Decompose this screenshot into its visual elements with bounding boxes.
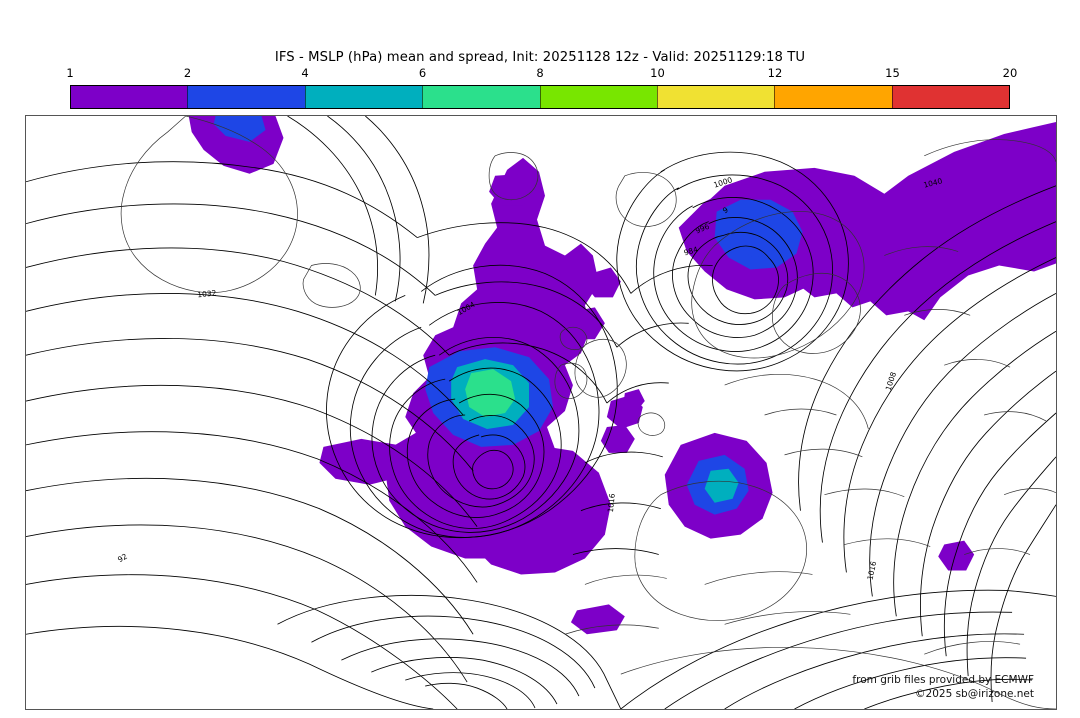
colorbar-segment-8-10 (539, 86, 657, 108)
colorbar-tick-1: 1 (66, 66, 74, 80)
spread-blob-sea-3 (584, 267, 621, 298)
colorbar-segment-12-15 (774, 86, 892, 108)
colorbar-tick-labels: 1 2 4 6 8 10 12 15 20 (66, 66, 1017, 82)
contour-label: 1016 (866, 560, 879, 581)
colorbar-gradient (70, 85, 1010, 109)
spread-region-greenland-tail (465, 444, 611, 575)
spread-core-iceland (213, 116, 266, 142)
map-svg: 1032 1016 1040 1000 992 996 984 1004 100… (26, 116, 1056, 709)
spread-core-norwegian-deep (728, 209, 785, 258)
colorbar-segment-6-8 (422, 86, 540, 108)
contour-label: 984 (683, 245, 699, 258)
colorbar-segment-10-12 (656, 86, 775, 108)
spread-blob-west-atlantic (319, 438, 412, 485)
coastline-layer (120, 116, 1056, 709)
colorbar-segment-1-2 (71, 86, 188, 108)
spread-blob-south-3 (622, 389, 645, 412)
mslp-contour-layer (26, 116, 1056, 709)
spread-core-iberia-teal (704, 468, 739, 503)
spread-blob-sea-2 (600, 424, 635, 453)
colorbar-tick-8: 8 (536, 66, 544, 80)
spread-shading-layer (188, 116, 1056, 635)
colorbar-tick-2: 2 (183, 66, 192, 80)
page-title: IFS - MSLP (hPa) mean and spread, Init: … (274, 50, 806, 65)
contour-label: 1016 (606, 493, 617, 513)
colorbar-tick-10: 10 (650, 66, 665, 80)
colorbar-segment-15-20 (891, 86, 1009, 108)
map-panel[interactable]: 1032 1016 1040 1000 992 996 984 1004 100… (25, 115, 1057, 710)
contour-label: 1032 (197, 288, 217, 299)
colorbar-segment-4-6 (304, 86, 423, 108)
spread-blob-south-2 (938, 540, 975, 571)
contour-label: 1040 (923, 176, 944, 189)
colorbar-tick-15: 15 (885, 66, 900, 80)
colorbar-tick-12: 12 (767, 66, 783, 80)
colorbar-tick-4: 4 (301, 66, 309, 80)
colorbar-tick-6: 6 (418, 66, 427, 80)
colorbar-tick-20: 20 (1002, 66, 1018, 80)
spread-core-atlantic-green (465, 369, 516, 417)
colorbar-segment-2-4 (187, 86, 305, 108)
spread-blob-south-1 (570, 604, 625, 635)
colorbar: 1 2 4 6 8 10 12 15 20 (66, 66, 1017, 109)
